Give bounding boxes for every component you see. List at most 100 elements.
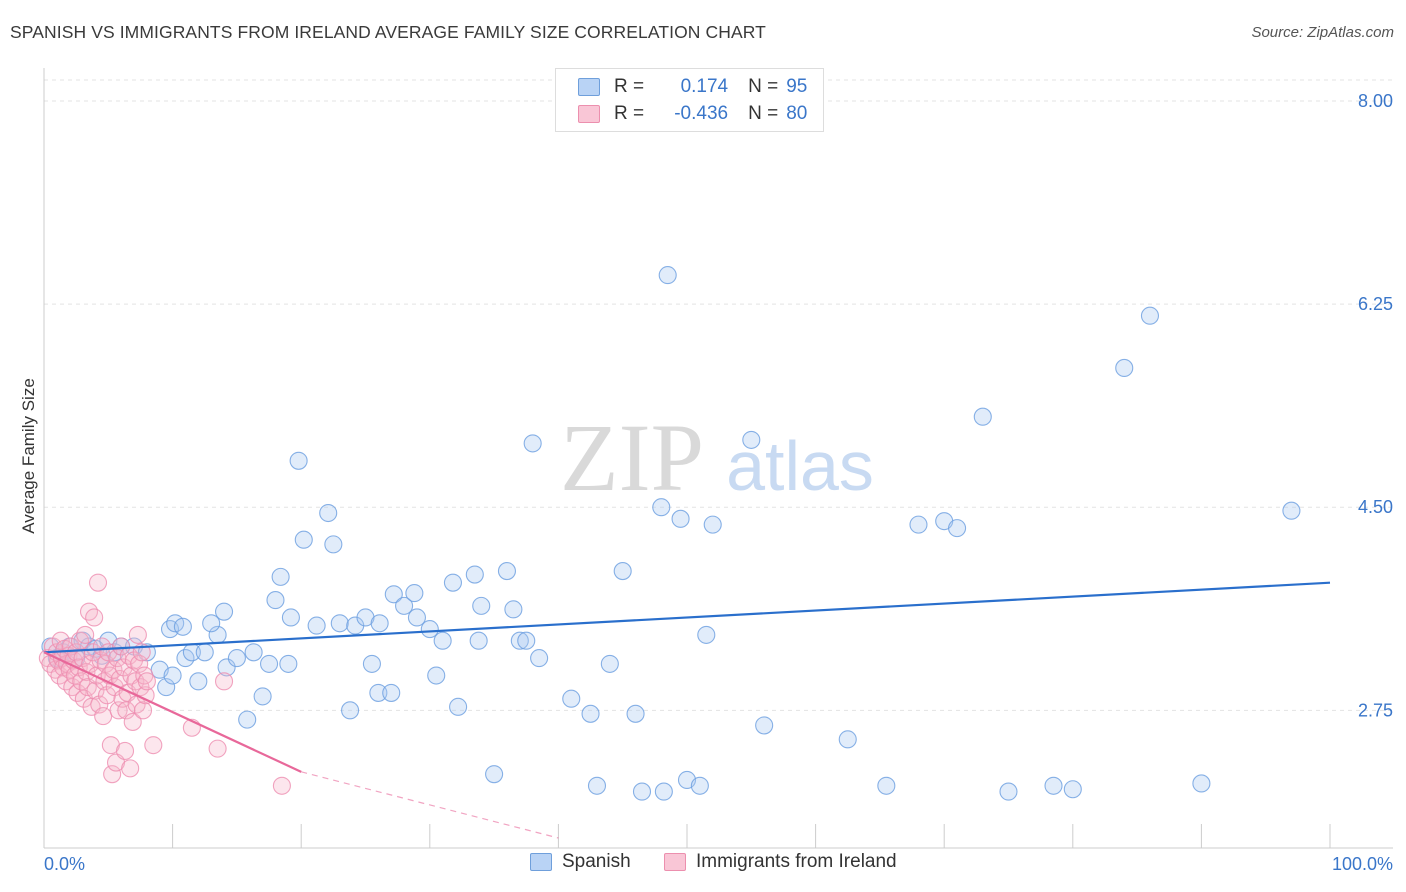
spanish-point bbox=[909, 515, 928, 534]
spanish-point bbox=[384, 585, 403, 604]
y-tick-label: 4.50 bbox=[1358, 497, 1393, 517]
ireland-point bbox=[76, 625, 95, 644]
legend-r-label: R = bbox=[614, 103, 645, 124]
spanish-point bbox=[999, 782, 1018, 801]
ireland-point bbox=[133, 701, 153, 720]
y-axis-label: Average Family Size bbox=[19, 378, 38, 534]
legend-n-label: N = bbox=[748, 103, 779, 124]
bottom-legend-swatch-blue bbox=[530, 853, 552, 871]
y-tick-label: 8.00 bbox=[1358, 91, 1393, 111]
ireland-point bbox=[94, 707, 113, 726]
spanish-point bbox=[281, 608, 300, 627]
spanish-point bbox=[465, 565, 484, 584]
bottom-legend-swatch-pink bbox=[664, 853, 686, 871]
ireland-points bbox=[38, 573, 291, 795]
spanish-point bbox=[253, 687, 272, 706]
spanish-point bbox=[238, 710, 257, 729]
spanish-point bbox=[157, 678, 176, 697]
legend-swatch-pink bbox=[578, 105, 600, 123]
ireland-point bbox=[115, 741, 135, 761]
spanish-point bbox=[405, 584, 424, 603]
spanish-point bbox=[703, 515, 722, 534]
legend-n-value: 95 bbox=[786, 76, 808, 97]
ireland-trend-line bbox=[43, 651, 302, 773]
spanish-point bbox=[497, 562, 517, 581]
ireland-point bbox=[103, 765, 122, 784]
spanish-point bbox=[755, 716, 774, 735]
ireland-point bbox=[144, 736, 163, 755]
ireland-point bbox=[85, 608, 104, 627]
legend-swatch-blue bbox=[578, 78, 600, 96]
watermark-atlas: atlas bbox=[726, 427, 874, 505]
spanish-point bbox=[244, 643, 263, 662]
spanish-point bbox=[632, 782, 652, 801]
bottom-legend-label: Immigrants from Ireland bbox=[696, 851, 897, 872]
ireland-point bbox=[137, 672, 156, 691]
spanish-point bbox=[189, 672, 208, 691]
spanish-point bbox=[469, 631, 488, 650]
ireland-point bbox=[88, 573, 108, 592]
spanish-point bbox=[697, 625, 716, 644]
spanish-point bbox=[877, 776, 896, 795]
ireland-trend-extension bbox=[301, 771, 559, 839]
spanish-point bbox=[266, 591, 285, 610]
spanish-point bbox=[307, 616, 326, 635]
spanish-point bbox=[581, 704, 600, 723]
spanish-point bbox=[330, 614, 349, 633]
spanish-point bbox=[1063, 780, 1082, 799]
spanish-point bbox=[1282, 501, 1301, 520]
spanish-point bbox=[433, 631, 452, 650]
spanish-point bbox=[671, 509, 690, 528]
ireland-point bbox=[128, 625, 147, 644]
spanish-point bbox=[587, 776, 607, 795]
x-tick-label-max: 100.0% bbox=[1332, 854, 1393, 874]
spanish-point bbox=[973, 407, 992, 426]
spanish-point bbox=[382, 683, 401, 702]
watermark-zip: ZIP bbox=[560, 404, 704, 511]
spanish-point bbox=[1192, 774, 1211, 793]
spanish-point bbox=[517, 631, 536, 650]
spanish-point bbox=[626, 704, 645, 723]
ireland-point bbox=[272, 776, 291, 795]
spanish-point bbox=[690, 776, 709, 795]
ireland-point bbox=[123, 712, 142, 731]
spanish-point bbox=[271, 567, 290, 586]
spanish-point bbox=[504, 600, 523, 619]
y-tick-label: 2.75 bbox=[1358, 700, 1393, 720]
watermark: ZIP atlas bbox=[560, 404, 874, 511]
spanish-point bbox=[742, 430, 761, 449]
spanish-point bbox=[341, 701, 360, 720]
spanish-point bbox=[259, 654, 279, 673]
legend-n-value: 80 bbox=[786, 103, 808, 124]
trend-lines bbox=[43, 581, 1331, 839]
stats-legend: R = 0.174 N = 95 R = -0.436 N = 80 bbox=[555, 68, 824, 132]
bottom-legend-ireland: Immigrants from Ireland bbox=[664, 851, 897, 873]
spanish-point bbox=[420, 620, 439, 639]
legend-r-value: 0.174 bbox=[680, 76, 729, 97]
spanish-point bbox=[370, 614, 389, 633]
ireland-point bbox=[63, 678, 82, 697]
spanish-point bbox=[214, 602, 234, 621]
ireland-point bbox=[109, 701, 128, 720]
ireland-point bbox=[81, 654, 100, 673]
spanish-point bbox=[658, 266, 677, 285]
spanish-point bbox=[449, 697, 468, 716]
ireland-point bbox=[208, 739, 227, 758]
tick-labels: 2.75 4.50 6.25 8.00 bbox=[1358, 91, 1393, 720]
spanish-points bbox=[41, 266, 1301, 801]
spanish-trend-line bbox=[43, 581, 1331, 654]
spanish-point bbox=[163, 666, 182, 685]
spanish-point bbox=[362, 654, 381, 673]
legend-r-value: -0.436 bbox=[674, 103, 729, 124]
source-credit: Source: ZipAtlas.com bbox=[1251, 24, 1394, 41]
spanish-point bbox=[948, 519, 967, 538]
ireland-point bbox=[130, 654, 149, 673]
axes bbox=[43, 68, 1393, 849]
spanish-point bbox=[472, 596, 491, 615]
ireland-point bbox=[70, 631, 90, 650]
legend-row-spanish: R = 0.174 N = 95 bbox=[578, 74, 807, 100]
spanish-point bbox=[173, 617, 192, 636]
ireland-point bbox=[214, 672, 234, 691]
spanish-point bbox=[195, 643, 214, 662]
